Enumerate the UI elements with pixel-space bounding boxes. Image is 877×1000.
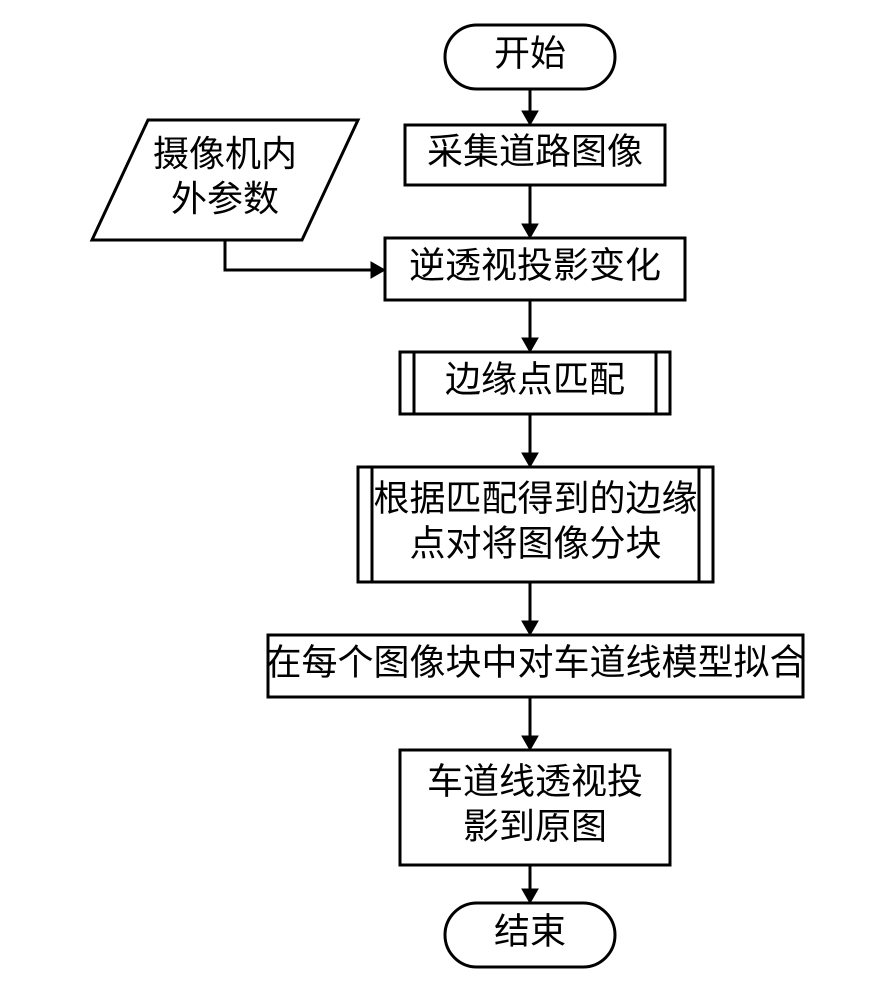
edge-params-to-ipm — [225, 240, 385, 278]
edge-start-to-capture — [522, 89, 538, 125]
node-edge: 边缘点匹配 — [400, 352, 670, 414]
node-capture: 采集道路图像 — [405, 125, 665, 185]
node-params-label-1: 外参数 — [171, 179, 279, 219]
node-ipm-label-0: 逆透视投影变化 — [409, 245, 661, 285]
node-segment: 根据匹配得到的边缘点对将图像分块 — [358, 467, 713, 582]
edge-project-to-end — [522, 865, 538, 903]
node-end: 结束 — [445, 903, 615, 967]
node-fit-label-0: 在每个图像块中对车道线模型拟合 — [265, 642, 805, 682]
edge-fit-to-project — [522, 697, 538, 750]
node-params-label-0: 摄像机内 — [153, 134, 297, 174]
node-edge-label-0: 边缘点匹配 — [445, 359, 625, 399]
node-params: 摄像机内外参数 — [92, 120, 358, 240]
node-start-label-0: 开始 — [494, 33, 566, 73]
edge-edge-to-segment — [522, 414, 538, 467]
edge-capture-to-ipm — [522, 185, 538, 238]
node-project-label-0: 车道线透视投 — [427, 761, 643, 801]
node-segment-label-0: 根据匹配得到的边缘 — [373, 478, 697, 518]
node-end-label-0: 结束 — [494, 911, 566, 951]
node-start: 开始 — [445, 25, 615, 89]
flowchart-canvas: 开始采集道路图像 摄像机内外参数逆透视投影变化边缘点匹配根据匹配得到的边缘点对将图… — [0, 0, 877, 1000]
node-segment-label-1: 点对将图像分块 — [409, 523, 661, 563]
edge-ipm-to-edge — [522, 300, 538, 352]
edge-segment-to-fit — [522, 582, 538, 635]
node-fit: 在每个图像块中对车道线模型拟合 — [265, 635, 805, 697]
node-project: 车道线透视投影到原图 — [400, 750, 670, 865]
node-ipm: 逆透视投影变化 — [385, 238, 685, 300]
node-capture-label-0: 采集道路图像 — [427, 131, 643, 171]
node-project-label-1: 影到原图 — [463, 806, 607, 846]
